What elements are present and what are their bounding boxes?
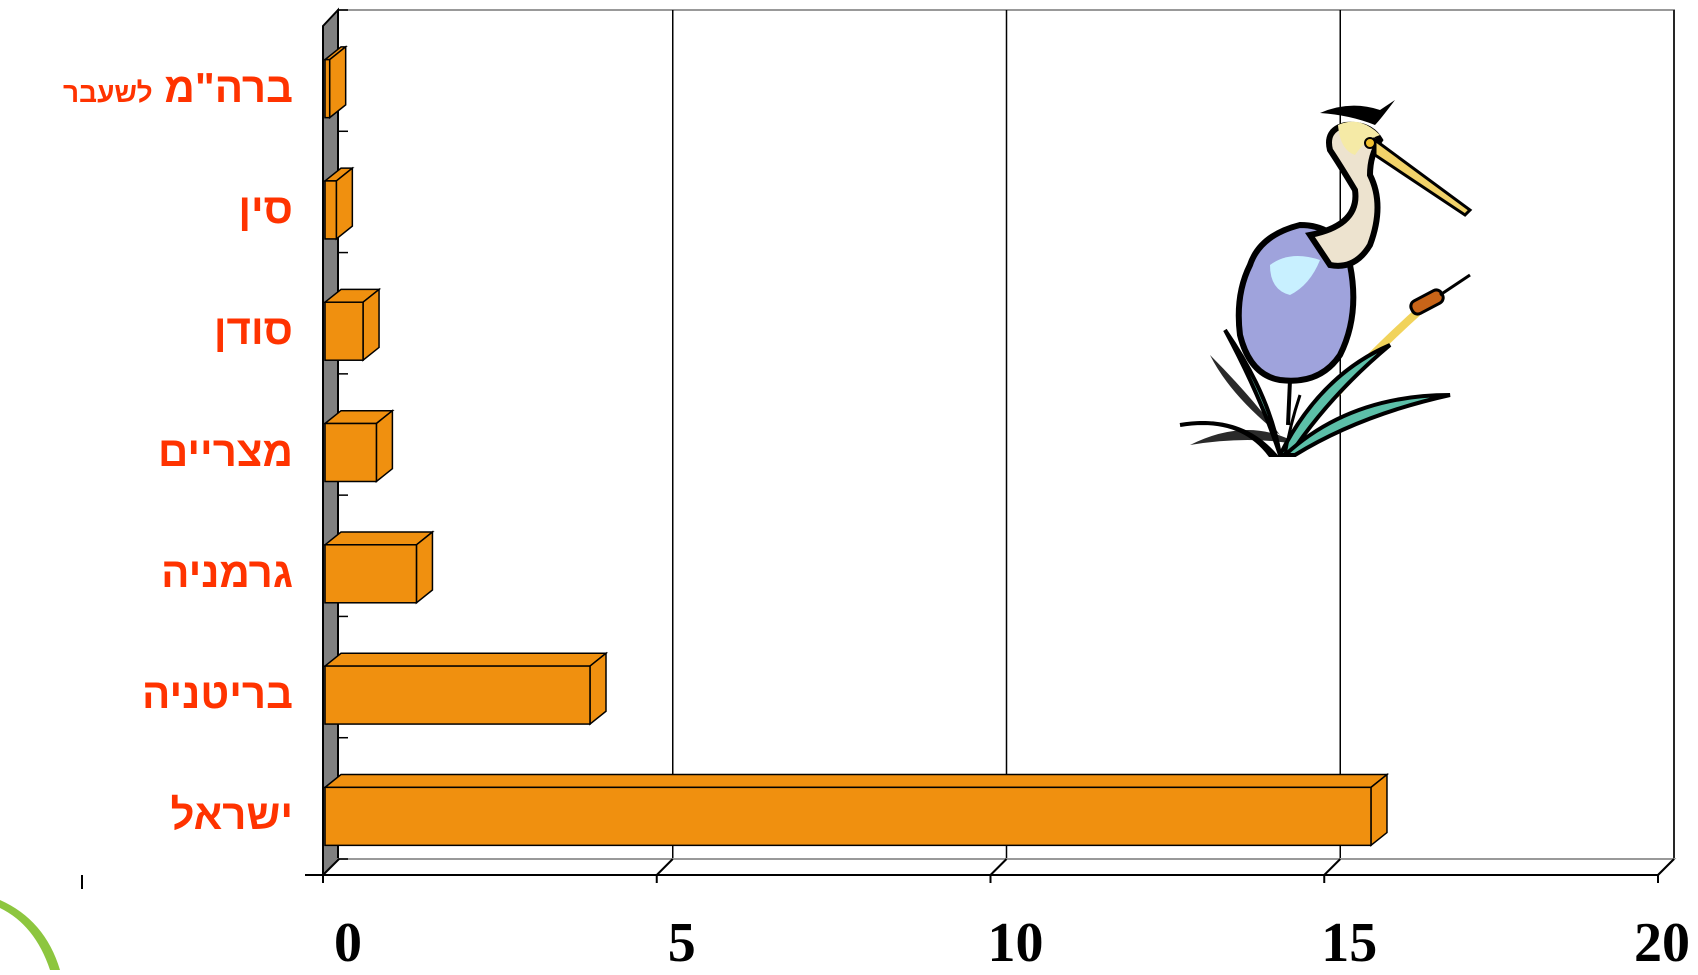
bar-1 [322, 166, 355, 241]
x-tick-label: 15 [1321, 912, 1378, 974]
bar-end [335, 166, 354, 241]
bar-top [322, 773, 1390, 789]
category-label-main: ברה"מ [164, 63, 293, 111]
green-swoosh-icon [0, 900, 60, 970]
category-label: ישראל [170, 794, 293, 836]
bar-4 [322, 530, 435, 605]
category-label: סין [238, 184, 293, 232]
category-label-main: סודן [213, 306, 293, 354]
bar-end [362, 287, 380, 362]
x-tick-0 [322, 858, 340, 876]
x-tick-10 [989, 858, 1008, 876]
category-label: גרמניה [161, 548, 293, 596]
bar-0 [322, 45, 348, 120]
bar-end [375, 409, 394, 484]
bar-front [324, 544, 418, 604]
x-tick-label: 20 [1634, 912, 1690, 974]
category-label: מצריים [157, 427, 293, 475]
bar-5 [322, 651, 609, 726]
bar-front [324, 301, 364, 361]
x-tick-label: 0 [334, 912, 362, 974]
category-label-main: ישראל [170, 791, 293, 839]
category-label: סודן [214, 309, 293, 351]
bar-3 [322, 409, 395, 484]
x-tick-20 [1657, 858, 1675, 876]
heron-icon [1179, 100, 1473, 457]
x-tick-5 [656, 858, 674, 876]
category-label-main: בריטניה [142, 670, 293, 718]
category-label-main: מצריים [157, 427, 293, 475]
category-label: בריטניה [142, 673, 293, 715]
bar-front [324, 665, 591, 725]
bar-front [324, 786, 1372, 847]
bar-front [324, 180, 338, 240]
bar-front [324, 422, 378, 483]
x-tick-label: 10 [987, 912, 1044, 974]
bar-end [328, 45, 347, 120]
bar-front [324, 58, 331, 119]
bar-top [322, 652, 609, 667]
category-label-main: גרמניה [161, 548, 293, 596]
x-tick-15 [1323, 858, 1341, 876]
bar-top [322, 531, 435, 546]
x-tick-label: 5 [667, 912, 696, 974]
bar-end [589, 651, 607, 726]
bar-2 [322, 287, 382, 362]
category-label-qualifier: לשעבר [63, 76, 153, 108]
bar-end [415, 530, 434, 605]
bar-6 [322, 772, 1390, 847]
category-label: ברה"מ לשעבר [63, 63, 293, 111]
bar-end [1370, 772, 1388, 847]
category-label-main: סין [238, 184, 293, 232]
